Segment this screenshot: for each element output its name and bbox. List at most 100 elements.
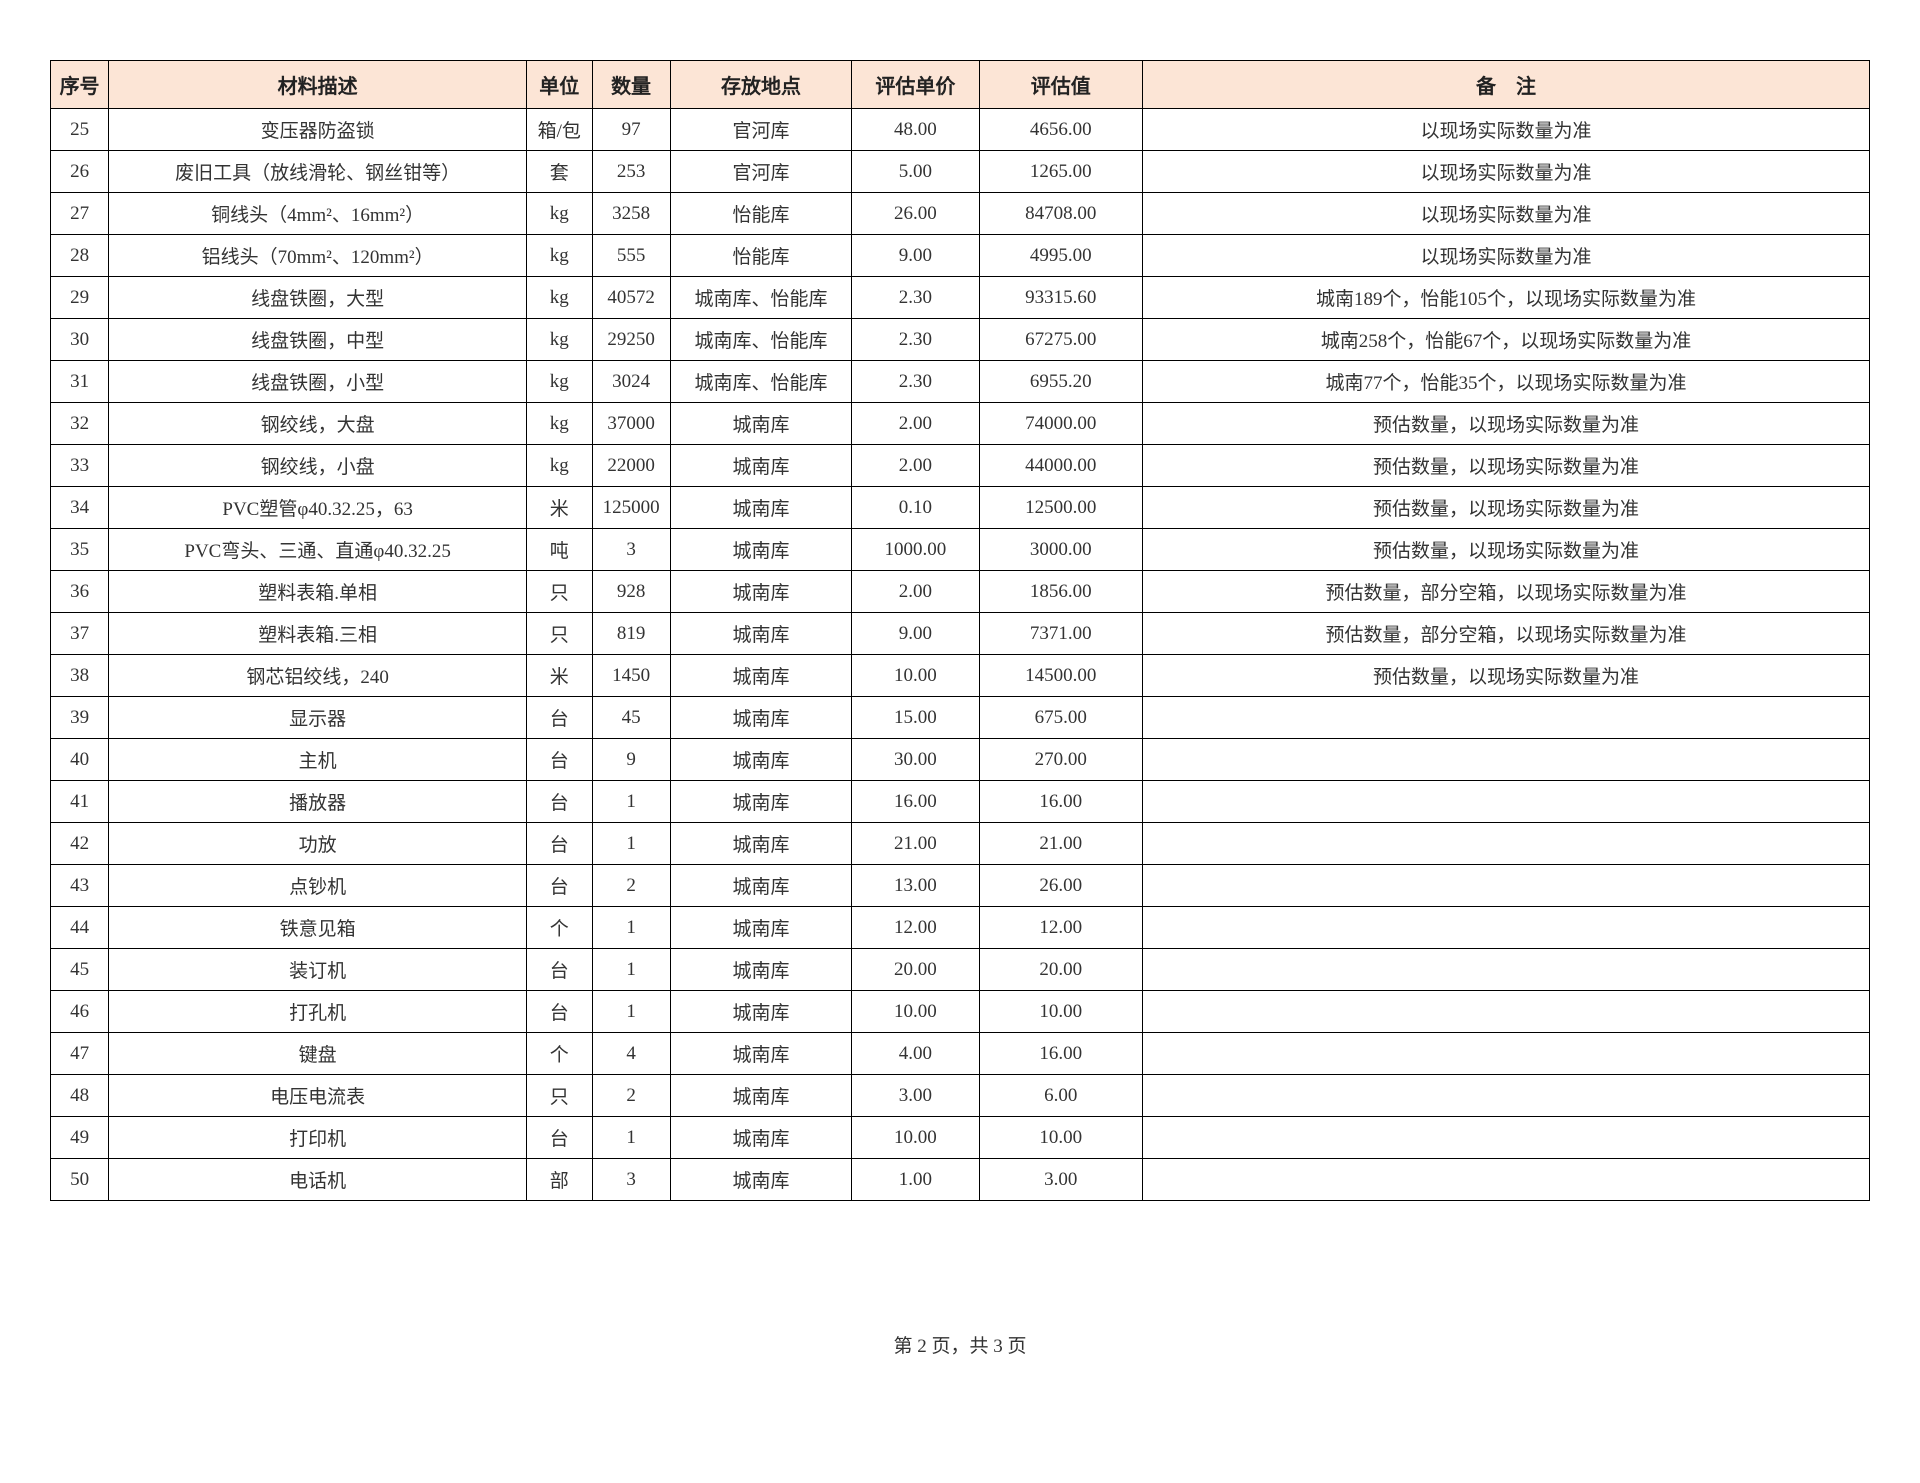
cell-desc: 点钞机 — [109, 865, 527, 907]
cell-value: 21.00 — [979, 823, 1143, 865]
cell-value: 14500.00 — [979, 655, 1143, 697]
cell-desc: 打印机 — [109, 1117, 527, 1159]
cell-price: 21.00 — [852, 823, 979, 865]
cell-unit: 台 — [527, 865, 592, 907]
cell-seq: 36 — [51, 571, 109, 613]
cell-desc: 播放器 — [109, 781, 527, 823]
cell-price: 10.00 — [852, 1117, 979, 1159]
cell-unit: 米 — [527, 655, 592, 697]
cell-value: 4995.00 — [979, 235, 1143, 277]
cell-unit: kg — [527, 193, 592, 235]
cell-loc: 城南库 — [670, 655, 852, 697]
cell-desc: 显示器 — [109, 697, 527, 739]
cell-seq: 48 — [51, 1075, 109, 1117]
cell-remark: 预估数量，以现场实际数量为准 — [1143, 655, 1870, 697]
cell-qty: 819 — [592, 613, 670, 655]
cell-remark — [1143, 781, 1870, 823]
cell-qty: 97 — [592, 109, 670, 151]
cell-seq: 28 — [51, 235, 109, 277]
cell-seq: 32 — [51, 403, 109, 445]
cell-price: 9.00 — [852, 235, 979, 277]
cell-unit: 吨 — [527, 529, 592, 571]
cell-qty: 2 — [592, 1075, 670, 1117]
cell-remark: 城南258个，怡能67个，以现场实际数量为准 — [1143, 319, 1870, 361]
cell-price: 2.00 — [852, 445, 979, 487]
cell-value: 84708.00 — [979, 193, 1143, 235]
cell-loc: 官河库 — [670, 151, 852, 193]
table-row: 38钢芯铝绞线，240米1450城南库10.0014500.00预估数量，以现场… — [51, 655, 1870, 697]
cell-unit: 只 — [527, 571, 592, 613]
cell-value: 10.00 — [979, 1117, 1143, 1159]
cell-seq: 38 — [51, 655, 109, 697]
cell-seq: 42 — [51, 823, 109, 865]
table-row: 50电话机部3城南库1.003.00 — [51, 1159, 1870, 1201]
cell-qty: 253 — [592, 151, 670, 193]
page-footer: 第 2 页，共 3 页 — [50, 1331, 1870, 1358]
cell-value: 12.00 — [979, 907, 1143, 949]
cell-seq: 25 — [51, 109, 109, 151]
cell-qty: 45 — [592, 697, 670, 739]
cell-price: 1.00 — [852, 1159, 979, 1201]
cell-remark — [1143, 949, 1870, 991]
cell-loc: 城南库 — [670, 781, 852, 823]
cell-qty: 555 — [592, 235, 670, 277]
cell-unit: kg — [527, 319, 592, 361]
column-header-value: 评估值 — [979, 61, 1143, 109]
cell-loc: 城南库 — [670, 487, 852, 529]
table-row: 28铝线头（70mm²、120mm²）kg555怡能库9.004995.00以现… — [51, 235, 1870, 277]
cell-desc: 铝线头（70mm²、120mm²） — [109, 235, 527, 277]
cell-value: 16.00 — [979, 1033, 1143, 1075]
cell-value: 67275.00 — [979, 319, 1143, 361]
cell-desc: 钢芯铝绞线，240 — [109, 655, 527, 697]
cell-desc: 电话机 — [109, 1159, 527, 1201]
cell-loc: 城南库 — [670, 613, 852, 655]
cell-price: 20.00 — [852, 949, 979, 991]
cell-unit: 只 — [527, 613, 592, 655]
table-row: 36塑料表箱.单相只928城南库2.001856.00预估数量，部分空箱，以现场… — [51, 571, 1870, 613]
cell-qty: 125000 — [592, 487, 670, 529]
cell-value: 12500.00 — [979, 487, 1143, 529]
cell-desc: 铁意见箱 — [109, 907, 527, 949]
cell-desc: 线盘铁圈，中型 — [109, 319, 527, 361]
table-row: 46打孔机台1城南库10.0010.00 — [51, 991, 1870, 1033]
cell-price: 10.00 — [852, 655, 979, 697]
table-row: 42功放台1城南库21.0021.00 — [51, 823, 1870, 865]
cell-loc: 城南库 — [670, 697, 852, 739]
cell-price: 48.00 — [852, 109, 979, 151]
cell-value: 16.00 — [979, 781, 1143, 823]
cell-loc: 城南库 — [670, 445, 852, 487]
cell-qty: 3 — [592, 1159, 670, 1201]
cell-loc: 城南库 — [670, 823, 852, 865]
cell-qty: 1 — [592, 823, 670, 865]
cell-remark — [1143, 1159, 1870, 1201]
cell-loc: 城南库 — [670, 1075, 852, 1117]
cell-loc: 怡能库 — [670, 193, 852, 235]
cell-remark: 以现场实际数量为准 — [1143, 235, 1870, 277]
column-header-qty: 数量 — [592, 61, 670, 109]
cell-unit: 台 — [527, 823, 592, 865]
cell-unit: 台 — [527, 697, 592, 739]
cell-remark — [1143, 865, 1870, 907]
cell-price: 15.00 — [852, 697, 979, 739]
cell-desc: 铜线头（4mm²、16mm²） — [109, 193, 527, 235]
cell-remark: 预估数量，以现场实际数量为准 — [1143, 487, 1870, 529]
cell-loc: 城南库、怡能库 — [670, 277, 852, 319]
cell-loc: 城南库 — [670, 529, 852, 571]
cell-remark: 城南77个，怡能35个，以现场实际数量为准 — [1143, 361, 1870, 403]
table-row: 48电压电流表只2城南库3.006.00 — [51, 1075, 1870, 1117]
cell-qty: 40572 — [592, 277, 670, 319]
cell-seq: 49 — [51, 1117, 109, 1159]
cell-value: 3000.00 — [979, 529, 1143, 571]
cell-price: 2.30 — [852, 361, 979, 403]
table-row: 47键盘个4城南库4.0016.00 — [51, 1033, 1870, 1075]
cell-unit: 只 — [527, 1075, 592, 1117]
table-row: 45装订机台1城南库20.0020.00 — [51, 949, 1870, 991]
table-row: 33钢绞线，小盘kg22000城南库2.0044000.00预估数量，以现场实际… — [51, 445, 1870, 487]
table-row: 27铜线头（4mm²、16mm²）kg3258怡能库26.0084708.00以… — [51, 193, 1870, 235]
cell-desc: 键盘 — [109, 1033, 527, 1075]
cell-value: 74000.00 — [979, 403, 1143, 445]
cell-unit: 台 — [527, 739, 592, 781]
cell-seq: 40 — [51, 739, 109, 781]
column-header-unit: 单位 — [527, 61, 592, 109]
table-row: 39显示器台45城南库15.00675.00 — [51, 697, 1870, 739]
